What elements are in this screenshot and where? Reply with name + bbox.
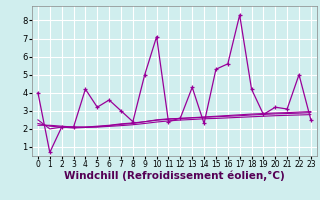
X-axis label: Windchill (Refroidissement éolien,°C): Windchill (Refroidissement éolien,°C) bbox=[64, 171, 285, 181]
